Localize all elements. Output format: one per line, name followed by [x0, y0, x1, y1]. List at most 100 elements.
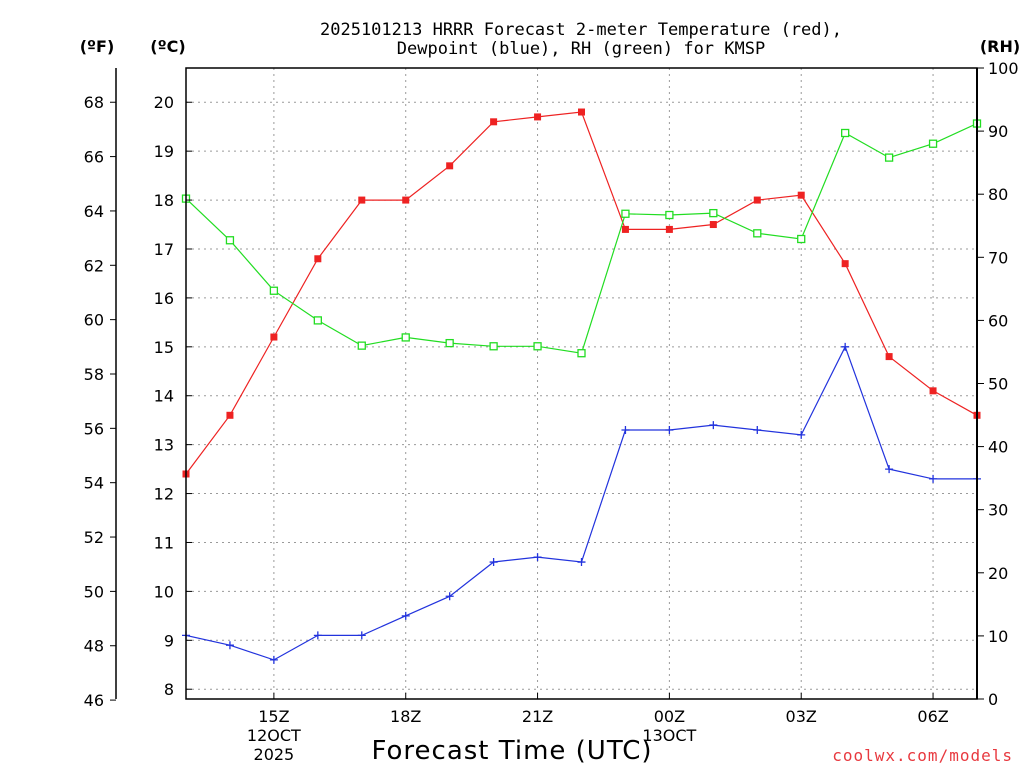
fahrenheit-tick-label: 64: [84, 202, 104, 221]
2-meter-temperature-point: [621, 225, 629, 233]
2-meter-temperature-point: [314, 255, 322, 263]
celsius-tick-label: 8: [164, 680, 174, 699]
data-series: [181, 108, 982, 664]
x-tick-label: 2025: [254, 745, 295, 764]
rh-unit-label: (RH): [980, 37, 1020, 56]
rh-tick-label: 10: [988, 627, 1008, 646]
x-axis-title: Forecast Time (UTC): [371, 736, 652, 766]
rh-tick-label: 60: [988, 311, 1008, 330]
rh-point: [225, 236, 235, 245]
dewpoint-point: [533, 553, 542, 562]
2-meter-temperature-point: [709, 221, 717, 229]
x-tick-label: 03Z: [786, 707, 817, 726]
dewpoint-point: [841, 342, 850, 351]
rh-point: [621, 209, 630, 218]
rh-line: [185, 122, 978, 354]
rh-point: [797, 234, 806, 244]
dewpoint-point: [753, 425, 762, 434]
rh-tick-label: 80: [988, 185, 1008, 204]
fahrenheit-tick-label: 66: [84, 148, 104, 167]
dewpoint-point: [225, 641, 234, 650]
fahrenheit-tick-label: 54: [84, 474, 104, 493]
celsius-tick-label: 10: [154, 582, 174, 601]
celsius-tick-label: 11: [154, 533, 174, 552]
celsius-tick-label: 13: [154, 436, 174, 455]
x-tick-label: 13OCT: [642, 726, 696, 745]
rh-tick-label: 40: [988, 438, 1008, 457]
2-meter-temperature-point: [578, 108, 585, 116]
rh-point: [357, 341, 366, 350]
celsius-tick-label: 19: [154, 142, 174, 161]
rh-point: [445, 338, 454, 348]
2-meter-temperature-point: [226, 411, 234, 419]
fahrenheit-tick-label: 52: [84, 528, 104, 547]
rh-tick-label: 50: [988, 375, 1008, 394]
2-meter-temperature-point: [929, 387, 937, 395]
dewpoint-point: [357, 631, 366, 640]
celsius-tick-label: 14: [154, 387, 174, 406]
rh-tick-label: 70: [988, 248, 1008, 267]
2-meter-temperature-point: [797, 191, 805, 199]
celsius-tick-label: 16: [154, 289, 174, 308]
x-tick-label: 21Z: [522, 707, 553, 726]
fahrenheit-tick-label: 60: [84, 311, 104, 330]
dewpoint-point: [885, 465, 894, 474]
2-meter-temperature-point: [402, 196, 410, 204]
dewpoint-line: [185, 345, 977, 661]
celsius-tick-label: 18: [154, 191, 174, 210]
dewpoint-point: [269, 655, 278, 664]
dewpoint-point: [621, 425, 630, 434]
celsius-tick-label: 20: [154, 93, 174, 112]
dewpoint-point: [665, 425, 674, 434]
dewpoint-point: [313, 631, 322, 640]
fahrenheit-tick-label: 48: [84, 637, 104, 656]
fahrenheit-tick-label: 50: [84, 582, 104, 601]
fahrenheit-tick-label: 58: [84, 365, 104, 384]
2-meter-temperature-point: [885, 353, 893, 361]
x-tick-label: 06Z: [917, 707, 948, 726]
x-tick-label: 00Z: [654, 707, 685, 726]
rh-tick-label: 90: [988, 122, 1008, 141]
rh-tick-label: 100: [988, 59, 1019, 78]
celsius-tick-label: 12: [154, 485, 174, 504]
fahrenheit-tick-label: 46: [84, 691, 104, 710]
rh-tick-label: 0: [988, 690, 998, 709]
rh-tick-label: 30: [988, 501, 1008, 520]
celsius-unit-label: (ºC): [150, 37, 185, 56]
2-meter-temperature-point: [358, 196, 366, 204]
site-credit: coolwx.com/models: [832, 746, 1013, 765]
fahrenheit-tick-label: 68: [84, 93, 104, 112]
celsius-tick-label: 9: [164, 631, 174, 650]
rh-point: [665, 210, 674, 220]
rh-point: [489, 342, 498, 351]
rh-point: [841, 128, 850, 138]
rh-point: [753, 229, 762, 238]
rh-point: [401, 333, 410, 342]
rh-point: [709, 208, 718, 218]
celsius-tick-label: 17: [154, 240, 174, 259]
dewpoint-point: [929, 474, 938, 483]
fahrenheit-unit-label: (ºF): [80, 37, 115, 56]
2-meter-temperature-point: [534, 113, 542, 121]
rh-point: [269, 286, 279, 295]
x-tick-label: 15Z: [258, 707, 289, 726]
dewpoint-point: [797, 430, 806, 439]
rh-point: [533, 342, 542, 351]
fahrenheit-tick-label: 56: [84, 419, 104, 438]
2-meter-temperature-point: [490, 118, 498, 126]
2-meter-temperature-line: [185, 111, 978, 475]
rh-point: [577, 349, 586, 358]
rh-point: [884, 153, 894, 162]
dewpoint-point: [401, 611, 410, 620]
chart-title-line-1: 2025101213 HRRR Forecast 2-meter Tempera…: [320, 20, 842, 40]
2-meter-temperature-point: [665, 225, 673, 233]
fahrenheit-tick-label: 62: [84, 256, 104, 275]
2-meter-temperature-point: [446, 162, 454, 170]
celsius-tick-label: 15: [154, 338, 174, 357]
chart-title-line-2: Dewpoint (blue), RH (green) for KMSP: [397, 39, 765, 59]
rh-point: [313, 316, 322, 325]
2-meter-temperature-point: [841, 260, 849, 268]
dewpoint-point: [709, 421, 718, 430]
